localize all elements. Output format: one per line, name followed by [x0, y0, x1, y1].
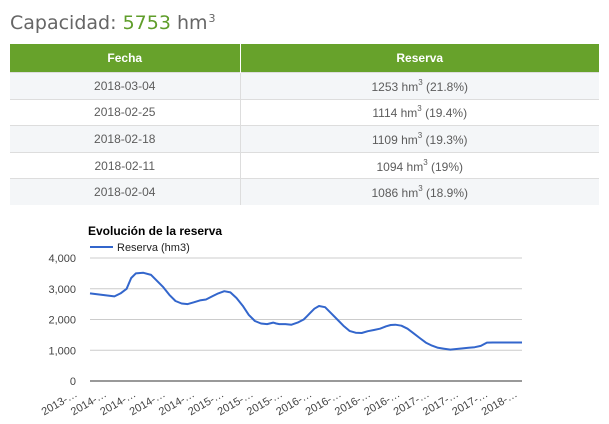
capacity-unit: hm3: [176, 12, 216, 34]
capacity-label: Capacidad:: [10, 12, 117, 34]
capacity-heading: Capacidad: 5753 hm3: [10, 6, 216, 34]
table-row: 2018-02-18 1109 hm3 (19.3%): [10, 125, 599, 153]
row-date: 2018-02-18: [10, 125, 241, 153]
row-reserve: 1094 hm3 (19%): [240, 151, 599, 179]
x-axis-labels: 2013-…2014-…2014-…2014-…2014-…2015-…2015…: [40, 388, 520, 418]
row-date: 2018-02-25: [10, 98, 241, 126]
reserve-line-chart: Evolución de la reserva Reserva (hm3) 0 1…: [40, 224, 522, 418]
row-date: 2018-02-11: [10, 151, 241, 179]
row-date: 2018-03-04: [10, 72, 241, 100]
table-row: 2018-03-04 1253 hm3 (21.8%): [10, 72, 599, 100]
row-reserve: 1109 hm3 (19.3%): [240, 125, 599, 153]
table-header-row: Fecha Reserva: [10, 44, 599, 73]
reserve-table: Fecha Reserva 2018-03-04 1253 hm3 (21.8%…: [10, 44, 599, 205]
row-reserve: 1253 hm3 (21.8%): [240, 72, 599, 100]
y-tick-label: 4,000: [48, 253, 76, 265]
chart-title: Evolución de la reserva: [88, 224, 222, 238]
row-date: 2018-02-04: [10, 178, 241, 205]
y-tick-label: 0: [70, 376, 76, 388]
legend-label: Reserva (hm3): [117, 242, 190, 254]
row-reserve: 1086 hm3 (18.9%): [240, 178, 599, 205]
gridlines: [90, 257, 522, 382]
series-line-reserva: [89, 271, 522, 351]
column-header-fecha: Fecha: [10, 44, 241, 73]
capacity-value: 5753: [122, 12, 171, 34]
column-header-reserva: Reserva: [240, 44, 599, 73]
table-row: 2018-02-11 1094 hm3 (19%): [10, 151, 599, 179]
table-row: 2018-02-04 1086 hm3 (18.9%): [10, 178, 599, 205]
y-tick-label: 2,000: [48, 315, 76, 327]
y-tick-label: 3,000: [48, 284, 76, 296]
y-tick-label: 1,000: [48, 345, 76, 357]
row-reserve: 1114 hm3 (19.4%): [240, 98, 599, 126]
y-axis-labels: 0 1,000 2,000 3,000 4,000: [48, 253, 76, 388]
table-row: 2018-02-25 1114 hm3 (19.4%): [10, 98, 599, 126]
